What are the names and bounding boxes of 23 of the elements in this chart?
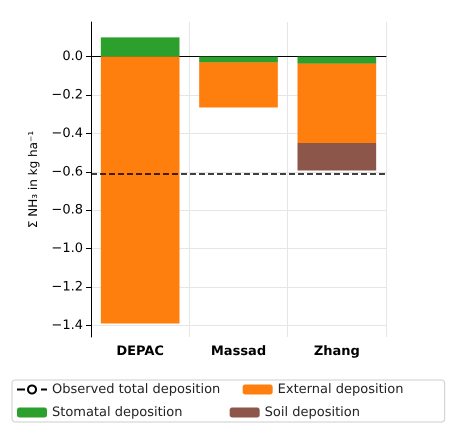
bar — [100, 56, 180, 324]
bar — [298, 56, 376, 64]
y-tick-label: −0.6 — [51, 164, 83, 180]
x-tick-label: Massad — [210, 344, 266, 359]
y-tick-label: −0.8 — [51, 202, 83, 218]
x-tick-label: Zhang — [314, 344, 360, 359]
x-tick-label: DEPAC — [116, 344, 164, 359]
legend-label: External deposition — [278, 382, 441, 397]
bar — [298, 64, 376, 144]
y-axis-title: Σ NH₃ in kg ha⁻¹ — [26, 130, 40, 228]
y-tick-label: 0.0 — [62, 49, 83, 64]
legend-label: Observed total deposition — [52, 382, 233, 397]
bar — [199, 56, 278, 62]
bar — [100, 37, 180, 57]
y-tick-label: −0.2 — [51, 87, 83, 102]
y-tick-label: −1.2 — [51, 280, 83, 295]
legend-label: Soil deposition — [264, 405, 414, 420]
bar — [199, 62, 278, 108]
y-tick-label: −0.4 — [51, 126, 83, 141]
bar — [298, 143, 376, 170]
y-tick-label: −1.0 — [51, 241, 83, 256]
y-tick-label: −1.4 — [51, 318, 83, 333]
legend-label: Stomatal deposition — [52, 405, 220, 420]
